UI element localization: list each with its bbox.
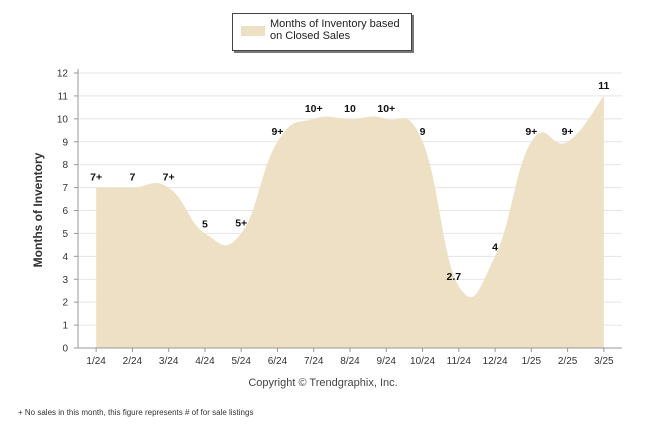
x-tick-label: 11/24 [447,356,472,367]
data-label: 11 [598,80,609,92]
data-label: 7 [129,172,135,184]
y-tick-label: 10 [57,114,69,125]
x-tick-label: 5/24 [231,356,251,367]
y-tick-label: 1 [62,321,68,332]
y-tick-label: 7 [62,183,68,194]
data-label: 10+ [305,103,323,115]
data-label: 7+ [90,172,102,184]
x-tick-label: 12/24 [483,356,508,367]
copyright-text: Copyright © Trendgraphix, Inc. [248,377,398,389]
data-label: 5 [202,218,208,230]
y-tick-label: 6 [62,206,68,217]
x-tick-label: 10/24 [410,356,435,367]
data-label: 9+ [525,126,537,138]
legend-label: Months of Inventory based on Closed Sale… [270,18,400,42]
data-label: 9 [420,126,426,138]
y-axis-title: Months of Inventory [31,152,45,267]
x-tick-label: 9/24 [377,356,397,367]
x-tick-label: 1/25 [522,356,542,367]
area-series [96,95,604,349]
y-tick-label: 2 [62,298,68,309]
data-label: 5+ [235,217,247,229]
series-area [96,95,604,349]
y-tick-label: 8 [62,160,68,171]
data-label: 10 [344,103,356,115]
x-tick-label: 2/25 [558,356,578,367]
data-label: 7+ [163,172,175,184]
legend: Months of Inventory based on Closed Sale… [232,13,412,51]
data-label: 2.7 [446,271,461,283]
x-tick-label: 4/24 [195,356,215,367]
legend-swatch [241,26,265,36]
data-label: 9+ [562,126,574,138]
data-label: 10+ [377,103,395,115]
y-tick-label: 9 [62,137,68,148]
y-tick-label: 4 [62,252,68,263]
y-tick-label: 12 [57,69,69,80]
x-tick-label: 6/24 [268,356,288,367]
footnote-text: + No sales in this month, this figure re… [18,408,254,417]
x-tick-label: 7/24 [304,356,324,367]
x-tick-label: 8/24 [340,356,360,367]
data-label: 4 [492,241,498,253]
x-tick-label: 2/24 [123,356,143,367]
x-tick-label: 3/24 [159,356,179,367]
data-labels: 7+ 7 7+ 5 5+ 9+ 10+ 10 10+ 9 2.7 4 9+ 9+ 11 [90,80,609,283]
y-tick-label: 11 [58,91,69,102]
y-tick-label: 0 [62,344,68,355]
x-tick-label: 3/25 [594,356,614,367]
data-label: 9+ [271,126,283,138]
x-tick-label: 1/24 [86,356,106,367]
y-tick-label: 3 [62,275,68,286]
y-tick-label: 5 [62,229,68,240]
